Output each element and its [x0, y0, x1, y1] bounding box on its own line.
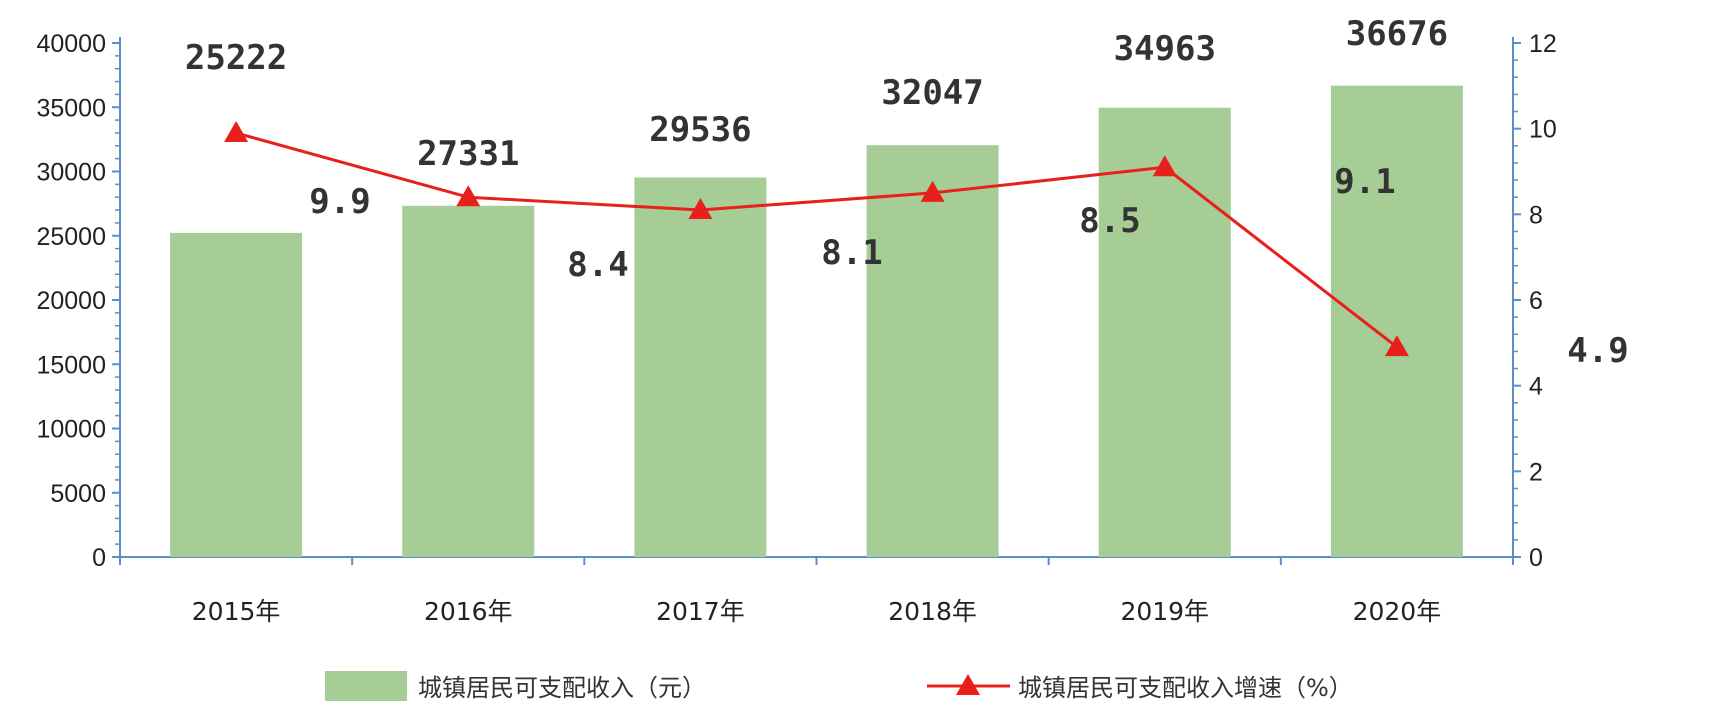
bar: [634, 177, 767, 557]
right-tick-label: 12: [1529, 30, 1557, 58]
bar: [170, 232, 303, 558]
legend-line-label: 城镇居民可支配收入增速（%）: [1018, 674, 1353, 702]
line-point-marker: [1384, 335, 1409, 357]
left-tick-label: 0: [92, 544, 106, 572]
bar: [866, 145, 999, 557]
x-tick-label: 2018年: [888, 597, 977, 626]
line-point-marker: [688, 198, 713, 220]
bar-value-label: 25222: [185, 38, 287, 78]
line-value-label: 8.5: [1079, 201, 1140, 241]
left-tick-label: 20000: [36, 287, 106, 315]
x-tick-label: 2017年: [656, 597, 745, 626]
x-tick-label: 2015年: [192, 597, 281, 626]
bar-value-label: 29536: [649, 110, 751, 150]
legend-line-marker: [956, 674, 980, 695]
line-point-marker: [1152, 155, 1177, 177]
right-tick-label: 4: [1529, 373, 1543, 401]
bar: [1098, 107, 1231, 557]
bar: [1330, 85, 1463, 557]
line-point-marker: [920, 180, 945, 202]
x-tick-label: 2020年: [1353, 597, 1442, 626]
bar-value-label: 27331: [417, 134, 519, 174]
chart-axes: 0 5000 10000 15000 20000 25000 30000 35000 40000…: [36, 30, 1556, 626]
bar-series: [170, 85, 1463, 558]
line-point-marker: [456, 185, 481, 207]
left-tick-label: 40000: [36, 30, 106, 58]
right-tick-label: 6: [1529, 287, 1543, 315]
right-tick-label: 0: [1529, 544, 1543, 572]
x-tick-label: 2016年: [424, 597, 513, 626]
line-value-label: 4.9: [1567, 331, 1628, 371]
left-tick-label: 5000: [50, 480, 106, 508]
bar: [402, 205, 535, 558]
bar-value-label: 34963: [1114, 29, 1216, 69]
bar-value-label: 32047: [881, 73, 983, 113]
line-value-label: 8.4: [567, 245, 628, 285]
left-tick-label: 25000: [36, 223, 106, 251]
x-tick-label: 2019年: [1120, 597, 1209, 626]
left-tick-label: 10000: [36, 416, 106, 444]
right-tick-label: 2: [1529, 458, 1543, 486]
data-labels: 25222 27331 29536 32047 34963 36676 9.9 8.4 8.1 8…: [185, 14, 1629, 371]
line-series: [224, 120, 1409, 357]
left-tick-label: 15000: [36, 351, 106, 379]
legend: 城镇居民可支配收入（元） 城镇居民可支配收入增速（%）: [325, 671, 1353, 702]
right-tick-label: 10: [1529, 116, 1557, 144]
legend-bar-swatch: [325, 671, 407, 701]
left-tick-label: 30000: [36, 159, 106, 187]
left-tick-label: 35000: [36, 94, 106, 122]
line-value-label: 9.9: [309, 182, 370, 222]
line-path: [235, 131, 1398, 349]
line-point-marker: [224, 120, 249, 142]
legend-bar-label: 城镇居民可支配收入（元）: [418, 674, 706, 702]
bar-value-label: 36676: [1346, 14, 1448, 54]
line-value-label: 9.1: [1334, 162, 1395, 202]
right-tick-label: 8: [1529, 201, 1543, 229]
line-value-label: 8.1: [821, 233, 882, 273]
